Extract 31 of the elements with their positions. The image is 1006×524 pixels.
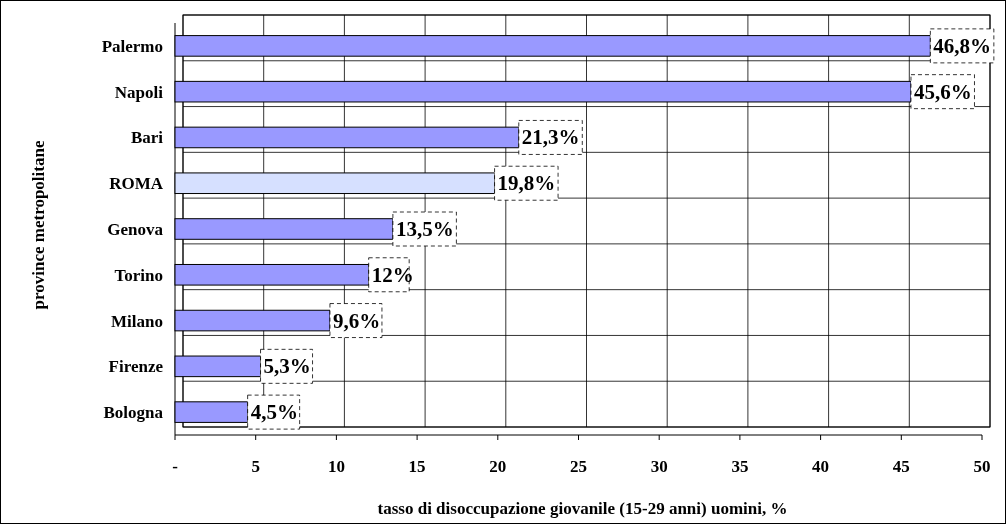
data-label: 45,6% (913, 79, 972, 104)
data-label: 21,3% (521, 125, 580, 150)
data-label: 13,5% (395, 217, 454, 241)
data-label: 4,5% (250, 400, 298, 425)
y-tick-label: Genova (107, 220, 164, 239)
x-tick-label: 25 (570, 457, 587, 476)
x-tick-label: 30 (650, 457, 668, 476)
y-tick-label: ROMA (109, 174, 164, 194)
x-tick-label: 35 (731, 457, 749, 476)
x-tick-label: 5 (251, 457, 260, 476)
y-tick-label: Palermo (101, 36, 163, 56)
x-tick-label: 10 (327, 457, 345, 476)
x-tick-label: - (172, 457, 179, 476)
y-tick-label: Milano (111, 311, 163, 331)
data-label: 9,6% (332, 308, 381, 333)
data-label: 19,8% (497, 171, 556, 196)
y-axis-title: province metropolitane (29, 140, 48, 310)
x-tick-label: 45 (892, 457, 910, 476)
data-label: 5,3% (263, 354, 311, 379)
x-tick-label: 40 (812, 457, 830, 476)
data-label: 12% (371, 262, 414, 287)
x-tick-label: 20 (489, 457, 507, 476)
x-tick-label: 50 (973, 457, 991, 476)
data-label: 46,8% (933, 33, 992, 58)
x-tick-label: 15 (408, 457, 426, 476)
y-tick-label: Napoli (114, 82, 164, 102)
y-tick-label: Torino (114, 265, 163, 285)
y-tick-label: Bologna (103, 403, 164, 423)
x-axis-title: tasso di disoccupazione giovanile (15-29 anni) uomini, % (377, 499, 788, 518)
y-tick-label: Bari (130, 128, 164, 148)
y-tick-label: Firenze (108, 357, 164, 377)
